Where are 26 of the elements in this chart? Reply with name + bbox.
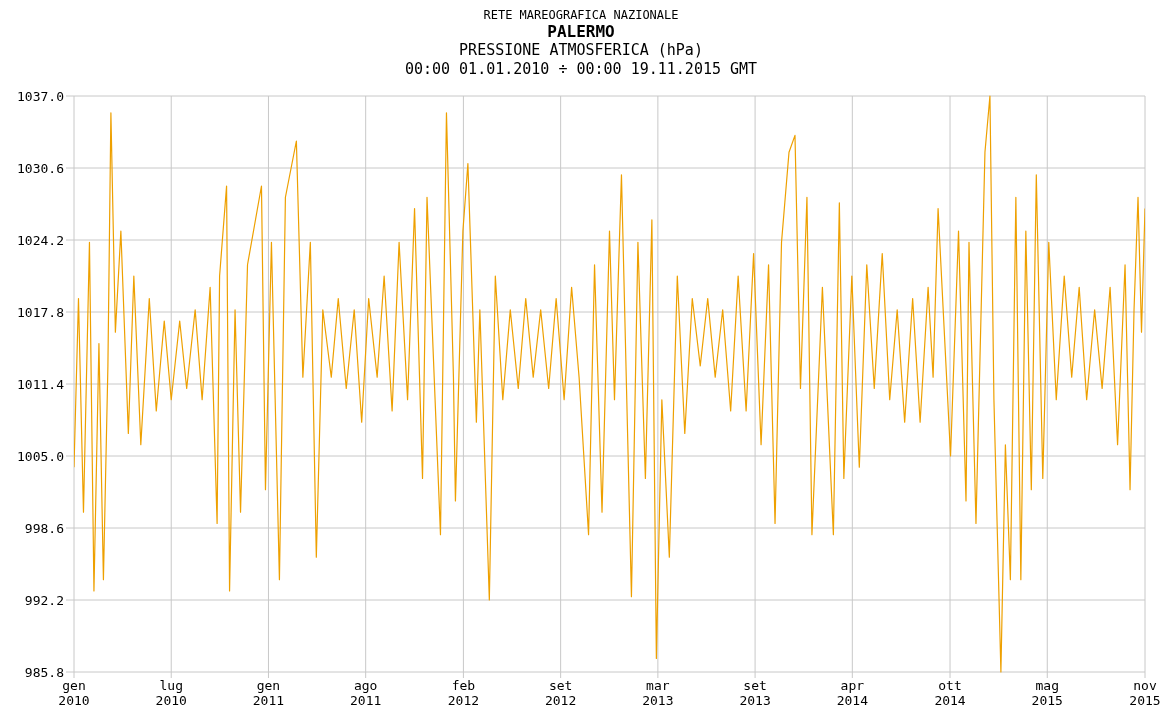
x-tick-label: lug 2010 <box>155 678 187 708</box>
x-tick-label: set 2012 <box>544 678 577 708</box>
y-tick-label: 992.2 <box>24 592 64 608</box>
y-tick-label: 985.8 <box>24 664 64 680</box>
y-tick-label: 1024.2 <box>17 232 64 248</box>
line-series <box>74 95 1145 673</box>
x-tick-label: apr 2014 <box>836 678 869 708</box>
chart-title: PALERMO <box>547 22 615 41</box>
y-tick-label: 1011.4 <box>17 376 65 392</box>
x-tick-label: nov 2015 <box>1129 678 1161 708</box>
chart-subtitle: PRESSIONE ATMOSFERICA (hPa) <box>459 41 703 59</box>
text: RETE MAREOGRAFICA NAZIONALE <box>483 8 679 22</box>
y-tick-label: 1005.0 <box>17 448 64 464</box>
y-tick-label: 1017.8 <box>17 304 64 320</box>
x-tick-label: mar 2013 <box>642 678 674 708</box>
y-tick-label: 1030.6 <box>17 160 64 176</box>
x-tick-label: mag 2015 <box>1031 678 1063 708</box>
x-tick-label: feb 2012 <box>447 678 480 708</box>
x-tick-label: ago 2011 <box>350 678 382 708</box>
x-tick-label: gen 2010 <box>58 678 90 708</box>
text: 00:00 01.01.2010 ÷ 00:00 19.11.2015 GMT <box>404 60 758 78</box>
y-tick-label: 1037.0 <box>17 88 64 104</box>
x-tick-label: ott 2014 <box>934 678 966 708</box>
x-tick-label: set 2013 <box>739 678 771 708</box>
x-tick-label: gen 2011 <box>252 678 285 708</box>
y-tick-label: 998.6 <box>24 520 64 536</box>
